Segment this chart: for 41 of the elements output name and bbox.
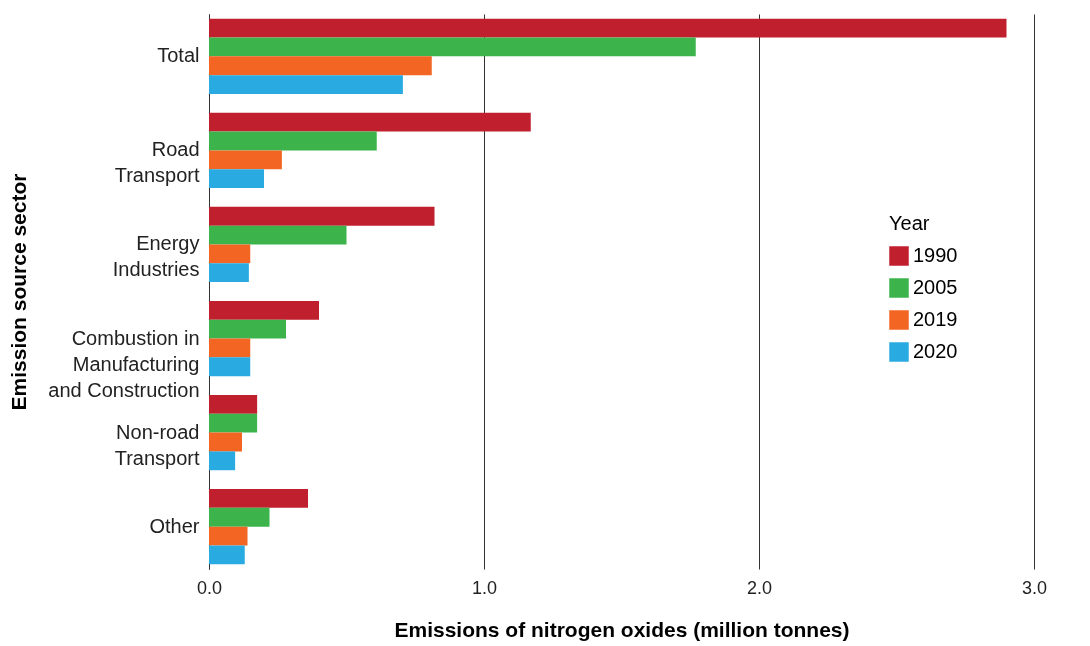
x-tick-label: 1.0 bbox=[471, 577, 498, 598]
x-tick-label: 0.0 bbox=[196, 577, 223, 598]
bar bbox=[209, 413, 258, 433]
legend-label: 2020 bbox=[913, 340, 958, 362]
bar bbox=[209, 206, 435, 226]
bar bbox=[209, 244, 251, 264]
bar bbox=[209, 263, 249, 283]
bar bbox=[209, 338, 251, 358]
bar bbox=[209, 169, 264, 189]
y-tick-label: Other bbox=[149, 514, 200, 537]
legend-label: 2005 bbox=[913, 276, 958, 298]
bar bbox=[209, 56, 432, 76]
bar bbox=[209, 131, 377, 151]
bar bbox=[209, 75, 403, 94]
legend-label: 2019 bbox=[913, 308, 958, 330]
bar bbox=[209, 489, 308, 508]
bar bbox=[209, 545, 245, 565]
bar bbox=[209, 526, 248, 546]
bar bbox=[209, 18, 1007, 38]
bar bbox=[209, 37, 696, 57]
y-tick-label: Combustion in Manufacturing and Construction bbox=[48, 326, 200, 401]
y-tick-label: Total bbox=[157, 44, 200, 67]
bar bbox=[209, 150, 282, 170]
x-axis-title: Emissions of nitrogen oxides (million tonnes) bbox=[394, 617, 850, 641]
legend-title: Year bbox=[889, 212, 930, 234]
bar bbox=[209, 357, 251, 377]
bar bbox=[209, 319, 286, 339]
bar bbox=[209, 300, 319, 320]
bar bbox=[209, 225, 347, 245]
bar bbox=[209, 394, 258, 414]
bar bbox=[209, 432, 242, 452]
y-tick-label: Non-road Transport bbox=[114, 420, 200, 469]
x-tick-label: 2.0 bbox=[746, 577, 773, 598]
x-tick-label: 3.0 bbox=[1021, 577, 1048, 598]
legend-label: 1990 bbox=[913, 244, 958, 266]
y-tick-label: Energy Industries bbox=[112, 232, 200, 281]
bar bbox=[209, 507, 270, 527]
bar bbox=[209, 451, 236, 471]
y-axis-title: Emission source sector bbox=[7, 173, 31, 411]
bar bbox=[209, 112, 531, 132]
y-tick-label: Road Transport bbox=[114, 138, 200, 187]
